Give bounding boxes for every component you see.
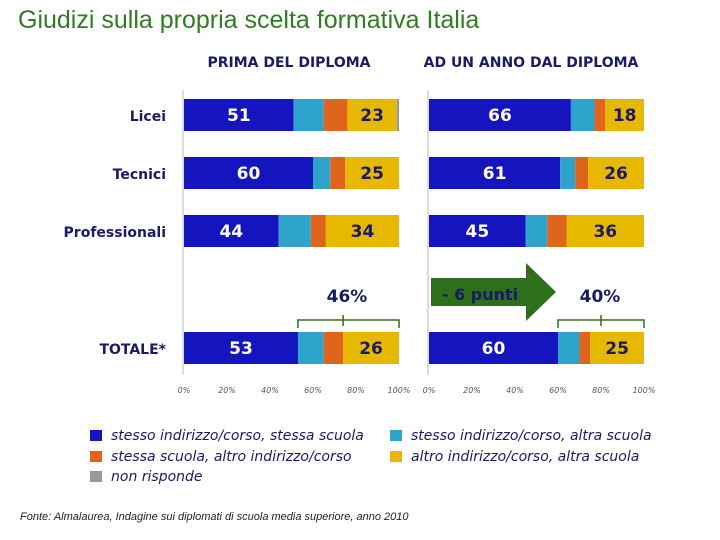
legend-swatch	[90, 471, 102, 482]
category-label: TOTALE*	[99, 342, 166, 358]
legend-swatch	[90, 451, 102, 462]
tick-label: 20%	[463, 386, 481, 395]
bar-segment	[429, 332, 558, 364]
tick-label: 60%	[549, 386, 567, 395]
arrow-label: - 6 punti	[442, 285, 518, 304]
bar-segment	[278, 215, 311, 247]
tick-label: 40%	[261, 386, 279, 395]
bar-segment	[325, 215, 399, 247]
bar-segment	[590, 332, 644, 364]
tick-label: 0%	[178, 386, 191, 395]
bar-segment	[429, 215, 526, 247]
tick-label: 40%	[506, 386, 524, 395]
bar-segment	[525, 215, 548, 247]
data-label: 53	[229, 339, 253, 359]
bar-segment	[560, 157, 576, 189]
tick-label: 80%	[347, 386, 365, 395]
tick-label: 60%	[304, 386, 322, 395]
bar-segment	[184, 332, 298, 364]
bar-segment	[184, 215, 279, 247]
bar-segment	[579, 332, 591, 364]
bar-segment	[429, 157, 561, 189]
data-label: 26	[604, 164, 628, 184]
data-label: 66	[488, 106, 512, 126]
bracket-label: 46%	[327, 287, 368, 307]
tick-label: 0%	[423, 386, 436, 395]
bar-segment	[323, 99, 348, 131]
bar-segment	[547, 215, 567, 247]
bar-segment	[347, 99, 397, 131]
tick-label: 100%	[388, 386, 411, 395]
panel-header: AD UN ANNO DAL DIPLOMA	[424, 55, 639, 71]
bar-segment	[330, 157, 346, 189]
bar-segment	[396, 99, 399, 131]
legend-entry: stesso indirizzo/corso, altra scuola	[411, 428, 652, 444]
arrow-icon	[431, 263, 556, 321]
legend-entry: altro indirizzo/corso, altra scuola	[411, 449, 639, 465]
data-label: 23	[360, 106, 384, 126]
data-label: 45	[466, 222, 490, 242]
category-label: Tecnici	[113, 167, 166, 183]
bracket	[297, 315, 400, 328]
bar-segment	[184, 99, 294, 131]
data-label: 18	[613, 106, 637, 126]
bar-segment	[566, 215, 644, 247]
bar-segment	[293, 99, 324, 131]
legend-swatch	[90, 430, 102, 441]
data-label: 44	[219, 222, 243, 242]
bar-segment	[345, 157, 399, 189]
page-title: Giudizi sulla propria scelta formativa I…	[18, 6, 480, 34]
data-label: 51	[227, 106, 251, 126]
category-label: Licei	[130, 109, 166, 125]
legend-entry: stessa scuola, altro indirizzo/corso	[111, 449, 352, 465]
source-note: Fonte: Almalaurea, Indagine sui diplomat…	[20, 511, 409, 523]
bar-segment	[588, 157, 644, 189]
data-label: 36	[593, 222, 617, 242]
bar-segment	[313, 157, 331, 189]
legend-entry: non risponde	[111, 469, 203, 485]
bar-segment	[570, 99, 595, 131]
bar-segment	[605, 99, 644, 131]
bracket-label: 40%	[580, 287, 621, 307]
legend-swatch	[390, 451, 402, 462]
bar-segment	[297, 332, 324, 364]
bar-segment	[184, 157, 313, 189]
data-label: 60	[482, 339, 506, 359]
bracket	[557, 315, 645, 328]
bar-segment	[558, 332, 580, 364]
bar-segment	[429, 99, 571, 131]
legend-swatch	[390, 430, 402, 441]
data-label: 25	[605, 339, 629, 359]
category-label: Professionali	[64, 225, 166, 241]
data-label: 34	[351, 222, 375, 242]
tick-label: 20%	[218, 386, 236, 395]
bar-segment	[575, 157, 589, 189]
legend-entry: stesso indirizzo/corso, stessa scuola	[111, 428, 364, 444]
tick-label: 100%	[633, 386, 656, 395]
panel-header: PRIMA DEL DIPLOMA	[207, 55, 370, 71]
data-label: 26	[359, 339, 383, 359]
data-label: 25	[360, 164, 384, 184]
bar-segment	[594, 99, 606, 131]
tick-label: 80%	[592, 386, 610, 395]
bar-segment	[343, 332, 399, 364]
data-label: 61	[483, 164, 507, 184]
data-label: 60	[237, 164, 261, 184]
bar-segment	[310, 215, 326, 247]
bar-segment	[323, 332, 344, 364]
